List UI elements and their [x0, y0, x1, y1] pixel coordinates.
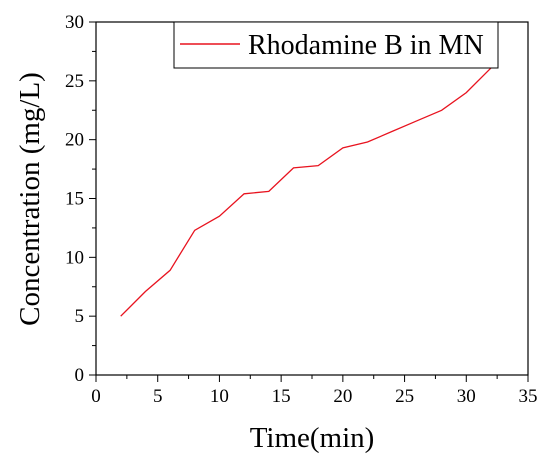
y-tick-labels: 0 5 10 15 20 25 30	[65, 12, 84, 386]
legend: Rhodamine B in MN	[173, 21, 499, 69]
y-tick-label: 20	[65, 130, 84, 151]
x-tick-label: 20	[333, 386, 352, 407]
y-tick-label: 15	[65, 189, 84, 210]
x-tick-label: 10	[210, 386, 229, 407]
x-tick-label: 35	[519, 386, 538, 407]
y-axis-title: Concentration (mg/L)	[14, 72, 46, 326]
legend-label: Rhodamine B in MN	[248, 30, 484, 61]
legend-box	[173, 21, 499, 69]
ticks	[89, 21, 529, 382]
x-axis-title: Time(min)	[250, 422, 375, 454]
x-tick-label: 30	[457, 386, 476, 407]
y-tick-label: 10	[65, 247, 84, 268]
y-tick-label: 0	[75, 365, 85, 386]
y-tick-label: 5	[75, 306, 85, 327]
x-tick-label: 5	[153, 386, 163, 407]
plot-frame	[95, 21, 529, 376]
y-tick-label: 30	[65, 12, 84, 33]
x-tick-labels: 0 5 10 15 20 25 30 35	[91, 386, 537, 407]
x-tick-label: 15	[272, 386, 291, 407]
x-tick-label: 0	[91, 386, 101, 407]
series-line-rhodamine-b	[120, 67, 492, 317]
y-tick-label: 25	[65, 71, 84, 92]
x-tick-label: 25	[395, 386, 414, 407]
